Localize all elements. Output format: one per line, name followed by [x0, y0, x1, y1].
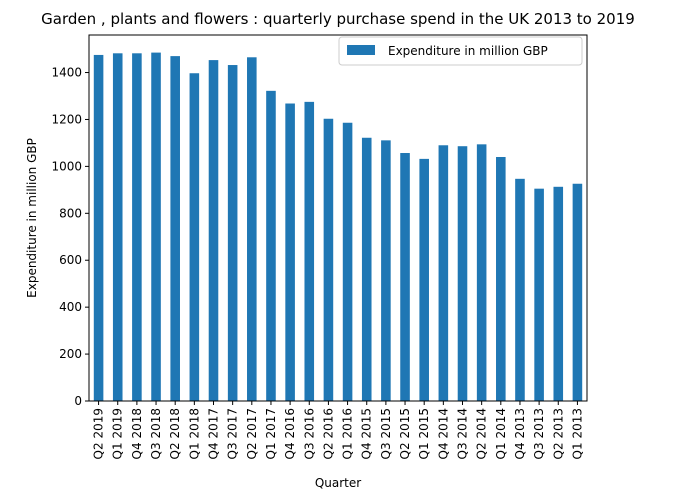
- x-tick-label: Q1 2019: [111, 408, 125, 459]
- x-tick-label: Q3 2013: [532, 408, 546, 459]
- y-tick-label: 200: [59, 347, 82, 361]
- x-tick-label: Q4 2017: [207, 408, 221, 459]
- x-tick-label: Q3 2016: [302, 408, 316, 459]
- x-tick-label: Q4 2018: [130, 408, 144, 459]
- x-tick-label: Q2 2017: [245, 408, 259, 459]
- legend-swatch: [347, 45, 375, 55]
- y-tick-label: 1400: [51, 66, 82, 80]
- bar-q3-2013: [534, 188, 544, 401]
- bar-q3-2015: [381, 140, 391, 402]
- x-tick-label: Q4 2014: [436, 408, 450, 459]
- y-tick-label: 400: [59, 300, 82, 314]
- x-tick-label: Q3 2018: [149, 408, 163, 459]
- bar-q4-2013: [515, 178, 525, 401]
- y-tick-label: 600: [59, 253, 82, 267]
- y-tick-label: 1200: [51, 112, 82, 126]
- bar-q4-2015: [361, 137, 372, 401]
- bar-q2-2018: [170, 56, 180, 401]
- x-tick-label: Q2 2019: [92, 408, 106, 459]
- x-tick-label: Q2 2013: [551, 408, 565, 459]
- x-tick-label: Q1 2017: [264, 408, 278, 459]
- x-tick-label: Q2 2015: [398, 408, 412, 459]
- y-tick-label: 800: [59, 206, 82, 220]
- x-tick-label: Q4 2016: [283, 408, 297, 459]
- x-tick-label: Q4 2013: [513, 408, 527, 459]
- bar-q2-2016: [323, 118, 334, 401]
- x-tick-label: Q3 2015: [379, 408, 393, 459]
- bar-q2-2015: [400, 153, 410, 401]
- legend-box: [338, 36, 583, 66]
- bar-q1-2018: [189, 73, 200, 401]
- bar-q1-2017: [266, 90, 276, 401]
- bar-q4-2014: [438, 145, 449, 401]
- x-tick-label: Q2 2018: [168, 408, 182, 459]
- bar-q3-2018: [151, 52, 161, 401]
- x-tick-label: Q1 2015: [417, 408, 431, 459]
- bar-q2-2014: [476, 144, 487, 402]
- x-tick-label: Q1 2018: [187, 408, 201, 459]
- bar-q2-2013: [553, 186, 564, 401]
- x-axis: Q2 2019 Q1 2019 Q4 2018 Q3 2018 Q2 2018 Q1 20…: [92, 401, 584, 459]
- legend: Expenditure in million GBP: [338, 36, 583, 66]
- x-tick-label: Q2 2014: [475, 408, 489, 459]
- y-axis-label: Expenditure in million GBP: [25, 138, 39, 298]
- bar-q1-2016: [342, 122, 353, 401]
- x-axis-label: Quarter: [315, 476, 361, 490]
- y-tick-label: 1000: [51, 159, 82, 173]
- bar-q3-2014: [457, 146, 468, 401]
- legend-label: Expenditure in million GBP: [388, 44, 548, 58]
- bar-q4-2017: [208, 60, 219, 401]
- x-tick-label: Q1 2016: [341, 408, 355, 459]
- x-tick-label: Q1 2014: [494, 408, 508, 459]
- x-tick-label: Q3 2017: [226, 408, 240, 459]
- bar-q3-2017: [227, 65, 238, 402]
- bar-q1-2015: [419, 158, 429, 401]
- x-tick-label: Q3 2014: [456, 408, 470, 459]
- x-tick-label: Q4 2015: [360, 408, 374, 459]
- bar-q1-2019: [112, 53, 123, 402]
- bar-q2-2019: [93, 54, 104, 401]
- chart-title: Garden , plants and flowers : quarterly …: [41, 10, 635, 28]
- bar-q4-2018: [132, 53, 142, 402]
- x-tick-label: Q1 2013: [570, 408, 584, 459]
- bar-q4-2016: [285, 103, 295, 401]
- bar-q2-2017: [247, 57, 257, 402]
- y-tick-label: 0: [74, 394, 82, 408]
- bar-q1-2014: [496, 157, 506, 401]
- bars-group: [93, 52, 583, 402]
- x-tick-label: Q2 2016: [321, 408, 335, 459]
- plot-frame: [88, 34, 588, 402]
- y-axis: 0 200 400 600 800 1000 1200 1400: [51, 66, 89, 408]
- bar-q1-2013: [572, 183, 583, 401]
- bar-q3-2016: [304, 101, 315, 401]
